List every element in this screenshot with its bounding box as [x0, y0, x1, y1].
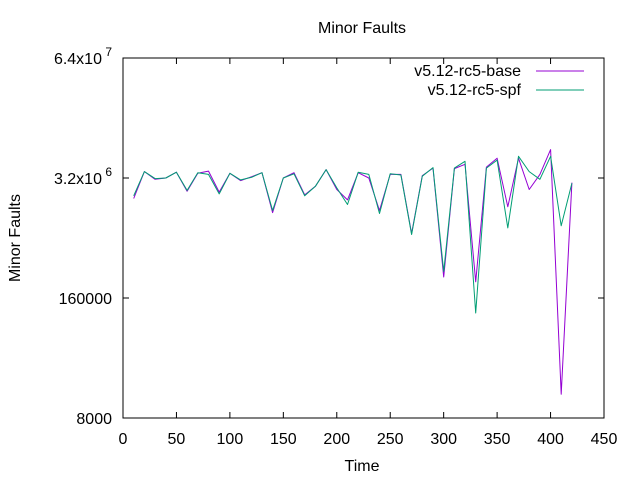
legend-label: v5.12-rc5-base: [414, 63, 521, 80]
y-tick-label: 160000: [59, 291, 112, 308]
x-tick-label: 300: [430, 431, 457, 448]
chart-title: Minor Faults: [318, 20, 406, 37]
x-tick-label: 350: [484, 431, 511, 448]
x-axis-label: Time: [345, 458, 380, 475]
y-tick-mantissa: 3.2x10: [54, 171, 102, 188]
plot-border: [122, 57, 605, 419]
y-tick-label: 3.2x10 6: [54, 165, 112, 188]
y-tick-mantissa: 6.4x10: [54, 51, 102, 68]
y-tick-label: 8000: [76, 411, 112, 428]
x-tick-label: 50: [168, 431, 186, 448]
legend-label: v5.12-rc5-spf: [428, 82, 522, 99]
series-line-1: [133, 155, 573, 314]
legend: v5.12-rc5-base v5.12-rc5-spf: [414, 63, 584, 99]
y-tick-label: 6.4x10 7: [54, 45, 112, 68]
axis-ticks: 0 50 100 150 200 250 300 350 400 450 8000 160000 3.2…: [54, 45, 618, 448]
y-tick-exponent: 6: [102, 165, 112, 179]
series-line-0: [133, 149, 573, 395]
y-tick-mantissa: 8000: [76, 411, 112, 428]
x-tick-label: 250: [377, 431, 404, 448]
x-tick-label: 150: [270, 431, 297, 448]
plot-area: [133, 149, 573, 395]
y-tick-exponent: 7: [102, 45, 112, 59]
x-tick-label: 0: [119, 431, 128, 448]
x-tick-label: 400: [537, 431, 564, 448]
x-tick-label: 450: [591, 431, 618, 448]
x-tick-label: 100: [217, 431, 244, 448]
y-axis-label: Minor Faults: [7, 194, 24, 282]
x-tick-label: 200: [323, 431, 350, 448]
y-tick-mantissa: 160000: [59, 291, 112, 308]
